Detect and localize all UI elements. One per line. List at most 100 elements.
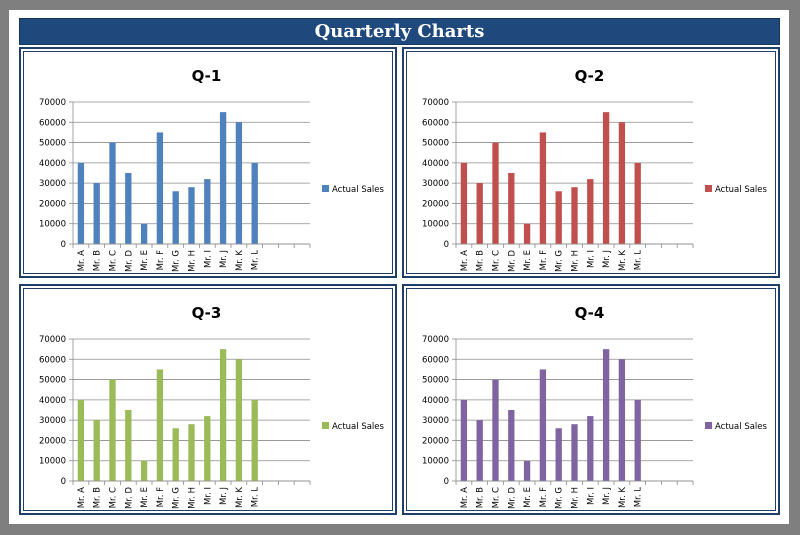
- y-tick-label: 70000: [39, 335, 66, 345]
- legend-label: Actual Sales: [715, 185, 768, 195]
- y-tick-label: 70000: [422, 335, 449, 345]
- bar: [634, 399, 641, 481]
- x-tick-label: Mr. H: [188, 250, 198, 272]
- x-tick-label: Mr. E: [140, 487, 150, 508]
- y-tick-label: 20000: [422, 199, 449, 209]
- bar: [602, 349, 610, 481]
- x-tick-label: Mr. A: [77, 487, 87, 508]
- x-tick-label: Mr. I: [586, 250, 596, 268]
- legend-label: Actual Sales: [332, 422, 385, 432]
- x-tick-label: Mr. J: [602, 487, 612, 505]
- bar: [539, 369, 547, 481]
- x-tick-label: Mr. F: [539, 487, 549, 507]
- y-tick-label: 0: [444, 240, 449, 250]
- bar: [587, 416, 594, 481]
- bar: [602, 112, 610, 244]
- bar: [251, 162, 258, 244]
- bar: [508, 410, 515, 481]
- chart-q2: Q-2 0 10000 20000 30000 40000 50000 60000 70000 M…: [422, 67, 768, 272]
- bar: [634, 162, 641, 244]
- y-tick-label: 50000: [422, 139, 449, 149]
- x-tick-label: Mr. J: [219, 250, 229, 268]
- bar: [219, 349, 227, 481]
- bar: [571, 424, 578, 481]
- x-tick-label: Mr. K: [618, 487, 628, 508]
- x-tick-label: Mr. F: [156, 487, 166, 507]
- dashboard-frame: Quarterly Charts Q-1 0 10000 20000 30000 4000…: [9, 10, 789, 524]
- bar: [476, 183, 483, 244]
- bar: [492, 379, 499, 481]
- bar: [156, 369, 164, 481]
- x-tick-label: Mr. C: [109, 487, 119, 508]
- x-tick-label: Mr. D: [507, 487, 517, 509]
- x-tick-label: Mr. C: [109, 250, 119, 271]
- x-tick-label: Mr. E: [523, 487, 533, 508]
- y-tick-label: 40000: [422, 396, 449, 406]
- x-tick-label: Mr. B: [476, 487, 486, 508]
- y-tick-label: 50000: [39, 376, 66, 386]
- x-tick-label: Mr. E: [523, 250, 533, 271]
- y-tick-label: 20000: [422, 436, 449, 446]
- x-tick-label: Mr. A: [460, 250, 470, 271]
- x-tick-label: Mr. I: [203, 487, 213, 505]
- x-tick-label: Mr. J: [602, 250, 612, 268]
- bar: [555, 428, 562, 481]
- x-tick-label: Mr. D: [124, 487, 134, 509]
- chart-panel-q4: Q-4 0 10000 20000 30000 40000 50000 60000 70000 M…: [402, 284, 780, 515]
- y-tick-label: 10000: [39, 457, 66, 467]
- x-tick-label: Mr. L: [634, 487, 644, 507]
- bar: [188, 187, 195, 244]
- y-tick-label: 0: [61, 477, 66, 487]
- legend-swatch: [322, 185, 329, 192]
- chart-title: Q-2: [575, 67, 605, 85]
- y-tick-label: 60000: [39, 355, 66, 365]
- bar: [109, 379, 116, 481]
- x-tick-label: Mr. A: [77, 250, 87, 271]
- chart-panel-q2: Q-2 0 10000 20000 30000 40000 50000 60000 70000 M…: [402, 47, 780, 278]
- x-tick-label: Mr. L: [251, 250, 261, 270]
- bar: [523, 223, 531, 244]
- y-tick-label: 0: [444, 477, 449, 487]
- x-tick-label: Mr. B: [476, 250, 486, 271]
- bar: [204, 179, 211, 244]
- y-tick-label: 50000: [422, 376, 449, 386]
- y-tick-label: 20000: [39, 436, 66, 446]
- x-tick-label: Mr. J: [219, 487, 229, 505]
- chart-title: Q-4: [575, 304, 605, 322]
- y-tick-label: 30000: [422, 179, 449, 189]
- bar: [77, 399, 85, 481]
- chart-q1: Q-1 0 10000 20000 30000 40000 50000 60000 70000 M…: [39, 67, 385, 272]
- y-tick-label: 40000: [39, 159, 66, 169]
- x-tick-label: Mr. D: [124, 250, 134, 272]
- x-tick-label: Mr. G: [555, 487, 565, 509]
- bar: [235, 359, 243, 481]
- x-tick-label: Mr. G: [172, 487, 182, 509]
- x-tick-label: Mr. I: [586, 487, 596, 505]
- x-tick-label: Mr. K: [618, 250, 628, 271]
- legend-label: Actual Sales: [332, 185, 385, 195]
- bar: [93, 420, 100, 481]
- bar: [125, 173, 132, 244]
- y-tick-label: 30000: [39, 179, 66, 189]
- bar: [492, 142, 499, 244]
- legend-swatch: [322, 422, 329, 429]
- bar: [140, 460, 148, 481]
- y-tick-label: 50000: [39, 139, 66, 149]
- bar: [156, 132, 164, 244]
- chart-title: Q-3: [192, 304, 222, 322]
- x-tick-label: Mr. C: [492, 250, 502, 271]
- x-tick-label: Mr. E: [140, 250, 150, 271]
- y-tick-label: 70000: [422, 98, 449, 108]
- legend-swatch: [705, 185, 712, 192]
- x-tick-label: Mr. H: [571, 487, 581, 509]
- x-tick-label: Mr. D: [507, 250, 517, 272]
- bar: [618, 122, 626, 244]
- legend-label: Actual Sales: [715, 422, 768, 432]
- y-tick-label: 40000: [422, 159, 449, 169]
- bar: [555, 191, 562, 244]
- chart-q3: Q-3 0 10000 20000 30000 40000 50000 60000 70000 M…: [39, 304, 385, 509]
- bar: [460, 399, 468, 481]
- y-tick-label: 60000: [422, 118, 449, 128]
- x-tick-label: Mr. A: [460, 487, 470, 508]
- bar: [251, 399, 258, 481]
